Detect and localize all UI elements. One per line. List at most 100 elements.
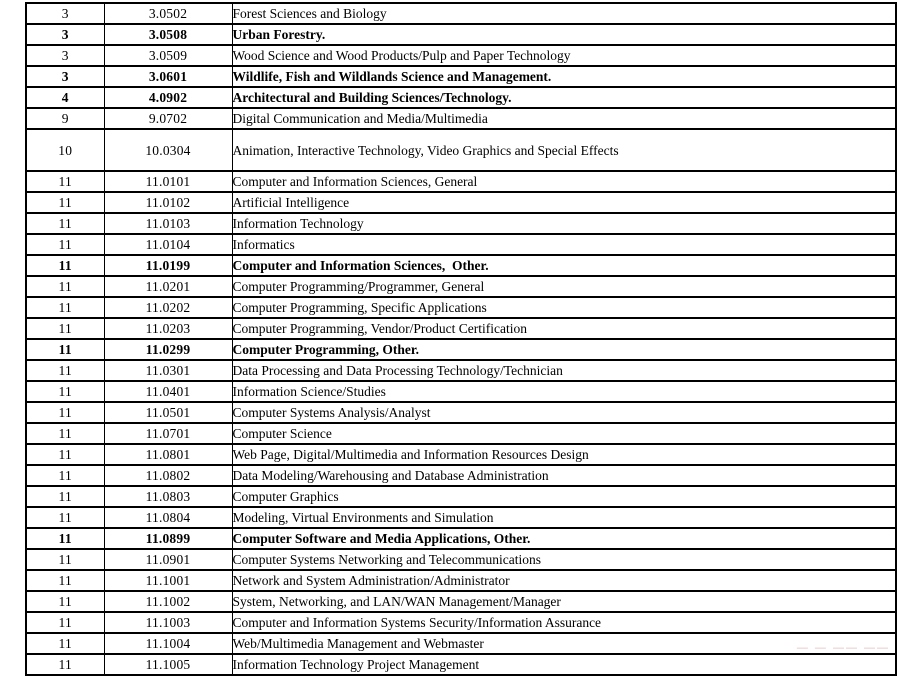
cell-cip-code: 11.1001 <box>103 569 233 592</box>
table-row: 3 3.0601 Wildlife, Fish and Wildlands Scie… <box>25 65 897 88</box>
table-row: 3 3.0502 Forest Sciences and Biology <box>25 2 897 25</box>
cip-table-body: 3 3.0502 Forest Sciences and Biology 3 3.050… <box>25 2 897 676</box>
cell-series: 11 <box>25 212 105 235</box>
cell-program-title: Informatics <box>231 233 897 256</box>
cell-program-title: Data Modeling/Warehousing and Database A… <box>231 464 897 487</box>
table-row: 11 11.1001 Network and System Administrati… <box>25 569 897 592</box>
cell-series: 11 <box>25 548 105 571</box>
cell-series: 11 <box>25 464 105 487</box>
cell-series: 11 <box>25 527 105 550</box>
cell-series: 11 <box>25 653 105 676</box>
cell-program-title: Modeling, Virtual Environments and Simul… <box>231 506 897 529</box>
cell-cip-code: 11.0301 <box>103 359 233 382</box>
cell-series: 11 <box>25 632 105 655</box>
table-row: 11 11.0102 Artificial Intelligence <box>25 191 897 214</box>
cell-program-title: Computer Software and Media Applications… <box>231 527 897 550</box>
cell-series: 11 <box>25 233 105 256</box>
table-row: 11 11.1005 Information Technology Project … <box>25 653 897 676</box>
table-row: 11 11.0701 Computer Science <box>25 422 897 445</box>
table-row: 11 11.0802 Data Modeling/Warehousing and D… <box>25 464 897 487</box>
cell-cip-code: 3.0509 <box>103 44 233 67</box>
table-row: 11 11.0103 Information Technology <box>25 212 897 235</box>
table-row: 11 11.0803 Computer Graphics <box>25 485 897 508</box>
table-row: 4 4.0902 Architectural and Building Scienc… <box>25 86 897 109</box>
cell-program-title: Computer Systems Analysis/Analyst <box>231 401 897 424</box>
cell-program-title: Computer and Information Sciences, Other… <box>231 254 897 277</box>
cell-cip-code: 4.0902 <box>103 86 233 109</box>
cell-series: 3 <box>25 44 105 67</box>
cell-program-title: Information Technology Project Managemen… <box>231 653 897 676</box>
cell-series: 11 <box>25 485 105 508</box>
cell-cip-code: 11.0501 <box>103 401 233 424</box>
cell-program-title: Artificial Intelligence <box>231 191 897 214</box>
cell-series: 11 <box>25 422 105 445</box>
cell-series: 11 <box>25 170 105 193</box>
cell-program-title: Urban Forestry. <box>231 23 897 46</box>
table-row: 11 11.0301 Data Processing and Data Proces… <box>25 359 897 382</box>
cell-program-title: Network and System Administration/Admini… <box>231 569 897 592</box>
cell-program-title: Computer Programming/Programmer, General <box>231 275 897 298</box>
cell-program-title: Information Science/Studies <box>231 380 897 403</box>
cell-program-title: Computer Programming, Other. <box>231 338 897 361</box>
cell-series: 9 <box>25 107 105 130</box>
cell-program-title: Computer Programming, Specific Applicati… <box>231 296 897 319</box>
cell-cip-code: 11.0803 <box>103 485 233 508</box>
cell-program-title: System, Networking, and LAN/WAN Manageme… <box>231 590 897 613</box>
cell-cip-code: 11.0103 <box>103 212 233 235</box>
cell-program-title: Computer and Information Systems Securit… <box>231 611 897 634</box>
cell-cip-code: 11.0102 <box>103 191 233 214</box>
cell-cip-code: 11.0101 <box>103 170 233 193</box>
table-row: 11 11.0899 Computer Software and Media App… <box>25 527 897 550</box>
table-row: 11 11.1003 Computer and Information System… <box>25 611 897 634</box>
cell-cip-code: 11.0104 <box>103 233 233 256</box>
cell-cip-code: 11.0299 <box>103 338 233 361</box>
cell-series: 4 <box>25 86 105 109</box>
cell-series: 11 <box>25 443 105 466</box>
cell-cip-code: 11.0199 <box>103 254 233 277</box>
cip-code-table: 3 3.0502 Forest Sciences and Biology 3 3.050… <box>25 2 897 676</box>
cell-program-title: Computer Programming, Vendor/Product Cer… <box>231 317 897 340</box>
cell-program-title: Computer Science <box>231 422 897 445</box>
cell-cip-code: 11.0203 <box>103 317 233 340</box>
cell-program-title: Animation, Interactive Technology, Video… <box>231 128 897 172</box>
cell-series: 11 <box>25 254 105 277</box>
table-row: 11 11.0299 Computer Programming, Other. <box>25 338 897 361</box>
cell-series: 3 <box>25 2 105 25</box>
table-row: 11 11.0199 Computer and Information Scienc… <box>25 254 897 277</box>
cell-program-title: Wildlife, Fish and Wildlands Science and… <box>231 65 897 88</box>
table-row: 11 11.0202 Computer Programming, Specific … <box>25 296 897 319</box>
cell-series: 11 <box>25 590 105 613</box>
cell-series: 11 <box>25 611 105 634</box>
table-row: 9 9.0702 Digital Communication and Media/M… <box>25 107 897 130</box>
cell-program-title: Computer Graphics <box>231 485 897 508</box>
cell-series: 11 <box>25 296 105 319</box>
cell-program-title: Digital Communication and Media/Multimed… <box>231 107 897 130</box>
cell-series: 11 <box>25 317 105 340</box>
cell-program-title: Information Technology <box>231 212 897 235</box>
table-row: 11 11.1004 Web/Multimedia Management and W… <box>25 632 897 655</box>
cell-series: 11 <box>25 338 105 361</box>
cell-cip-code: 11.0901 <box>103 548 233 571</box>
cell-program-title: Wood Science and Wood Products/Pulp and … <box>231 44 897 67</box>
cell-cip-code: 11.0899 <box>103 527 233 550</box>
cell-cip-code: 11.0201 <box>103 275 233 298</box>
cell-cip-code: 11.1005 <box>103 653 233 676</box>
cell-cip-code: 11.0202 <box>103 296 233 319</box>
cell-series: 11 <box>25 275 105 298</box>
cell-program-title: Computer and Information Sciences, Gener… <box>231 170 897 193</box>
cell-cip-code: 11.0701 <box>103 422 233 445</box>
table-row: 11 11.0201 Computer Programming/Programmer… <box>25 275 897 298</box>
cell-series: 3 <box>25 23 105 46</box>
cell-program-title: Data Processing and Data Processing Tech… <box>231 359 897 382</box>
cell-cip-code: 11.0401 <box>103 380 233 403</box>
cell-series: 11 <box>25 191 105 214</box>
cell-series: 10 <box>25 128 105 172</box>
cell-series: 3 <box>25 65 105 88</box>
cell-series: 11 <box>25 380 105 403</box>
table-row: 11 11.0401 Information Science/Studies <box>25 380 897 403</box>
cell-cip-code: 11.0804 <box>103 506 233 529</box>
cell-cip-code: 3.0508 <box>103 23 233 46</box>
cell-cip-code: 10.0304 <box>103 128 233 172</box>
table-row: 11 11.0801 Web Page, Digital/Multimedia an… <box>25 443 897 466</box>
